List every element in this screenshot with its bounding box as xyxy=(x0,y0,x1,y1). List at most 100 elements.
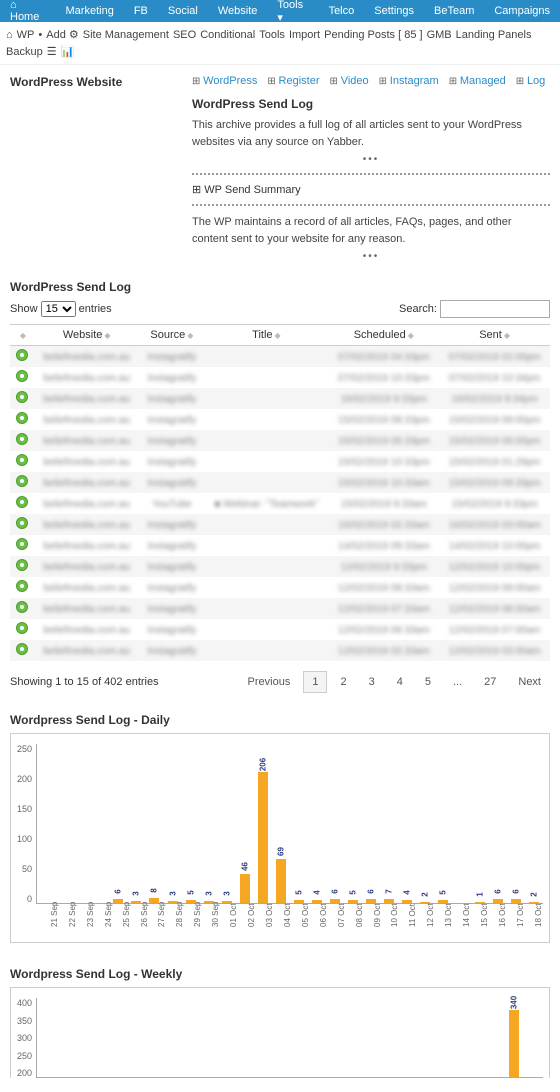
cell-sent: 15/02/2019 06:00pm xyxy=(439,430,550,451)
cell-title xyxy=(204,472,328,493)
top-nav: HomeMarketingFBSocialWebsiteTools ▾Telco… xyxy=(0,0,560,22)
col-sent[interactable]: Sent◆ xyxy=(439,325,550,346)
nav-marketing[interactable]: Marketing xyxy=(60,3,120,19)
cell-source: Instagratify xyxy=(139,367,204,388)
crumb[interactable]: GMB xyxy=(427,29,452,41)
cell-title xyxy=(204,367,328,388)
cell-source: Instagratify xyxy=(139,409,204,430)
crumb[interactable]: ☰ xyxy=(47,45,57,58)
x-label: 03 Oct xyxy=(265,917,279,927)
table-info: Showing 1 to 15 of 402 entries xyxy=(10,676,159,688)
col-source[interactable]: Source◆ xyxy=(139,325,204,346)
page-size-select[interactable]: 15 xyxy=(41,301,76,317)
cell-title: ■ Webinar: "Teamwork" xyxy=(204,493,328,514)
cell-scheduled: 16/02/2019 9:33pm xyxy=(328,388,439,409)
dotted-divider xyxy=(192,173,550,175)
crumb[interactable]: Pending Posts [ 85 ] xyxy=(324,29,422,41)
crumb[interactable]: WP xyxy=(17,29,35,41)
search-input[interactable] xyxy=(440,300,550,318)
link-log[interactable]: Log xyxy=(516,75,546,87)
divider-dots: ••• xyxy=(192,154,550,165)
table-row: beliefmedia.com.auInstagratify15/02/2019… xyxy=(10,430,550,451)
page-3[interactable]: 3 xyxy=(360,671,384,693)
secondary-nav: ⌂ WP• Add ⚙ Site Management SEO Conditional To… xyxy=(0,22,560,65)
page-27[interactable]: 27 xyxy=(475,671,505,693)
cell-scheduled: 07/02/2019 04:33pm xyxy=(328,346,439,368)
cell-sent: 12/02/2019 03:00am xyxy=(439,640,550,661)
x-label: 15 Oct xyxy=(480,917,494,927)
page-4[interactable]: 4 xyxy=(388,671,412,693)
link-instagram[interactable]: Instagram xyxy=(379,75,439,87)
crumb[interactable]: ⌂ xyxy=(6,29,13,41)
x-label: 07 Oct xyxy=(337,917,351,927)
nav-settings[interactable]: Settings xyxy=(368,3,420,19)
crumb[interactable]: Conditional xyxy=(200,29,255,41)
page-Next[interactable]: Next xyxy=(509,671,550,693)
nav-campaigns[interactable]: Campaigns xyxy=(488,3,556,19)
crumb[interactable]: Import xyxy=(289,29,320,41)
crumb[interactable]: Add ⚙ xyxy=(46,28,79,41)
link-video[interactable]: Video xyxy=(330,75,369,87)
page-5[interactable]: 5 xyxy=(416,671,440,693)
cell-website: beliefmedia.com.au xyxy=(34,346,139,368)
nav-beteam[interactable]: BeTeam xyxy=(428,3,480,19)
wp-send-summary-link[interactable]: ⊞ WP Send Summary xyxy=(192,183,550,196)
col-website[interactable]: Website◆ xyxy=(34,325,139,346)
table-row: beliefmedia.com.auYouTube■ Webinar: "Tea… xyxy=(10,493,550,514)
page-1[interactable]: 1 xyxy=(303,671,327,693)
cell-sent: 07/02/2019 10:34pm xyxy=(439,367,550,388)
entries-control: Show 15 entries xyxy=(10,301,112,317)
col-status[interactable]: ◆ xyxy=(10,325,34,346)
nav-telco[interactable]: Telco xyxy=(323,3,361,19)
nav-tools[interactable]: Tools ▾ xyxy=(271,0,314,26)
cell-sent: 12/02/2019 07:00am xyxy=(439,619,550,640)
nav-home[interactable]: Home xyxy=(4,0,52,25)
link-managed[interactable]: Managed xyxy=(449,75,506,87)
cell-scheduled: 16/02/2019 02:33am xyxy=(328,514,439,535)
x-label: 08 Oct xyxy=(355,917,369,927)
col-scheduled[interactable]: Scheduled◆ xyxy=(328,325,439,346)
table-row: beliefmedia.com.auInstagratify15/02/2019… xyxy=(10,451,550,472)
cell-title xyxy=(204,598,328,619)
chart-daily: 250200150100500 638353346206695465674251… xyxy=(10,733,550,943)
nav-website[interactable]: Website xyxy=(212,3,264,19)
page-Previous[interactable]: Previous xyxy=(239,671,300,693)
link-register[interactable]: Register xyxy=(267,75,319,87)
crumb[interactable]: Site Management xyxy=(83,29,169,41)
cell-website: beliefmedia.com.au xyxy=(34,388,139,409)
page-2[interactable]: 2 xyxy=(331,671,355,693)
table-row: beliefmedia.com.auInstagratify16/02/2019… xyxy=(10,388,550,409)
cell-scheduled: 12/02/2019 07:33am xyxy=(328,598,439,619)
nav-social[interactable]: Social xyxy=(162,3,204,19)
cell-title xyxy=(204,430,328,451)
col-title[interactable]: Title◆ xyxy=(204,325,328,346)
crumb[interactable]: Backup xyxy=(6,46,43,58)
dotted-divider xyxy=(192,204,550,206)
cell-scheduled: 12/02/2019 02:33am xyxy=(328,640,439,661)
x-label: 27 Sep xyxy=(157,917,171,927)
x-label: 12 Oct xyxy=(426,917,440,927)
cell-title xyxy=(204,577,328,598)
status-dot-icon xyxy=(16,412,28,424)
link-wordpress[interactable]: WordPress xyxy=(192,75,257,87)
cell-source: Instagratify xyxy=(139,346,204,368)
table-row: beliefmedia.com.auInstagratify16/02/2019… xyxy=(10,514,550,535)
x-label: 01 Oct xyxy=(229,917,243,927)
crumb[interactable]: Tools xyxy=(259,29,285,41)
cell-title xyxy=(204,640,328,661)
nav-fb[interactable]: FB xyxy=(128,3,154,19)
crumb[interactable]: SEO xyxy=(173,29,196,41)
table-row: beliefmedia.com.auInstagratify 07/02/2019… xyxy=(10,346,550,368)
cell-website: beliefmedia.com.au xyxy=(34,367,139,388)
x-label: 10 Oct xyxy=(390,917,404,927)
status-dot-icon xyxy=(16,643,28,655)
cell-website: beliefmedia.com.au xyxy=(34,472,139,493)
cell-source: Instagratify xyxy=(139,451,204,472)
crumb[interactable]: 📊 xyxy=(61,45,75,58)
cell-title xyxy=(204,556,328,577)
cell-source: Instagratify xyxy=(139,640,204,661)
crumb[interactable]: • xyxy=(38,29,42,41)
crumb[interactable]: Landing Panels xyxy=(456,29,532,41)
cell-source: Instagratify xyxy=(139,577,204,598)
x-label: 11 Oct xyxy=(408,917,422,927)
